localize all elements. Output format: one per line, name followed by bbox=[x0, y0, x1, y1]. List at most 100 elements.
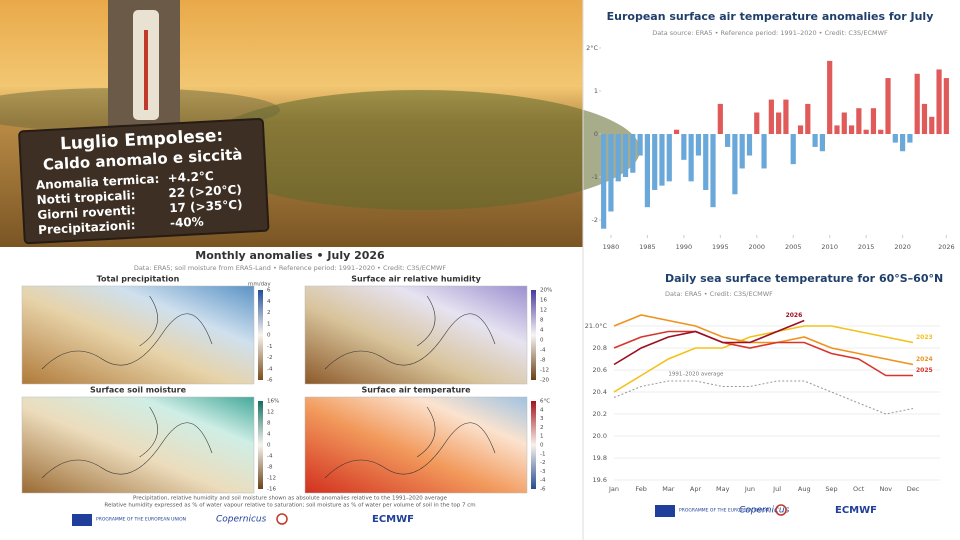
colorbar-label: 12 bbox=[540, 308, 547, 314]
chart-subtitle: Data: ERA5 • Credit: C3S/ECMWF bbox=[665, 290, 773, 298]
sign-label: Notti tropicali: bbox=[36, 188, 135, 207]
sign-value: 17 (>35°C) bbox=[169, 197, 243, 215]
series-label: 2025 bbox=[916, 367, 933, 374]
map bbox=[304, 396, 528, 494]
eu-flag bbox=[655, 505, 675, 517]
eu-flag bbox=[72, 514, 92, 526]
colorbar-label: 6 bbox=[267, 288, 271, 294]
x-tick-label: 2005 bbox=[785, 243, 802, 251]
bar bbox=[630, 134, 636, 173]
series-label: 2024 bbox=[916, 356, 933, 363]
x-tick-label: 2000 bbox=[748, 243, 765, 251]
x-tick-label: Jun bbox=[744, 485, 755, 493]
x-tick-label: Jul bbox=[772, 485, 781, 493]
colorbar-label: -6 bbox=[267, 378, 273, 384]
x-tick-label: 2020 bbox=[894, 243, 911, 251]
x-tick-label: May bbox=[716, 485, 730, 493]
bar bbox=[805, 103, 811, 135]
bar bbox=[637, 134, 643, 156]
bar bbox=[783, 99, 789, 135]
y-tick-label: 0 bbox=[594, 130, 598, 138]
logo-text: ECMWF bbox=[835, 505, 877, 516]
chart-title: Daily sea surface temperature for 60°S–6… bbox=[665, 272, 943, 285]
maps-subtitle: Data: ERA5; soil moisture from ERA5-Land… bbox=[134, 264, 447, 272]
bar bbox=[644, 134, 650, 208]
bar bbox=[943, 78, 949, 135]
colorbar-label: 20% bbox=[540, 288, 552, 294]
logo-text: ECMWF bbox=[372, 514, 414, 525]
bar bbox=[929, 116, 935, 135]
chart-subtitle: Data source: ERA5 • Reference period: 19… bbox=[652, 29, 888, 37]
bar bbox=[863, 129, 869, 135]
logos: PROGRAMME OF THE EUROPEAN UNION Copernicu… bbox=[72, 513, 414, 526]
bar bbox=[936, 69, 942, 135]
series-label: 2023 bbox=[916, 334, 933, 341]
map bbox=[21, 285, 255, 385]
bar bbox=[885, 78, 891, 135]
colorbar-label: -6 bbox=[540, 487, 546, 493]
bar bbox=[703, 134, 709, 190]
x-tick-label: Apr bbox=[690, 485, 702, 493]
bar bbox=[819, 134, 825, 152]
x-tick-label: Oct bbox=[853, 485, 865, 493]
line bbox=[613, 325, 914, 393]
bar bbox=[666, 134, 672, 182]
colorbar-label: 4 bbox=[267, 432, 271, 438]
colorbar-label: 4 bbox=[267, 299, 271, 305]
map-title: Surface soil moisture bbox=[90, 386, 187, 395]
x-tick-label: 2026 bbox=[938, 243, 955, 251]
colorbar-unit: mm/day bbox=[248, 282, 271, 288]
bar bbox=[900, 134, 906, 152]
line bbox=[613, 330, 913, 377]
colorbar-label: 1 bbox=[540, 434, 544, 440]
bar bbox=[921, 103, 928, 135]
y-tick-label: 2°C bbox=[586, 44, 598, 52]
bar bbox=[812, 134, 818, 147]
colorbar-label: -16 bbox=[267, 487, 276, 493]
bar bbox=[615, 134, 621, 182]
x-tick-label: 2015 bbox=[858, 243, 875, 251]
coastline bbox=[324, 406, 496, 479]
sign-rows: Anomalia termica: +4.2°C Notti tropicali: 2… bbox=[35, 169, 243, 237]
logo-text: PROGRAMME OF THE EUROPEAN UNION bbox=[679, 508, 769, 514]
colorbar-label: 2 bbox=[540, 425, 544, 431]
x-tick-label: Nov bbox=[879, 485, 892, 493]
sign-label: Giorni roventi: bbox=[37, 203, 136, 222]
logo-mark bbox=[276, 513, 288, 525]
bar bbox=[739, 134, 745, 169]
bar bbox=[776, 112, 782, 135]
series-label: 1991–2020 average bbox=[668, 372, 724, 378]
y-tick-label: 19.6 bbox=[593, 476, 607, 484]
colorbar-label: -4 bbox=[267, 454, 273, 460]
y-tick-label: 20.6 bbox=[593, 366, 607, 374]
colorbar-label: 2 bbox=[267, 310, 271, 316]
bar bbox=[754, 112, 760, 135]
x-tick-label: Sep bbox=[825, 485, 837, 493]
x-tick-label: Dec bbox=[907, 485, 920, 493]
colorbar bbox=[531, 290, 536, 380]
sign-value: 22 (>20°C) bbox=[168, 182, 242, 200]
y-tick-label: -2 bbox=[592, 216, 598, 224]
bar bbox=[892, 134, 898, 143]
bar bbox=[790, 134, 796, 165]
colorbar-label: -1 bbox=[540, 451, 545, 457]
colorbar bbox=[531, 401, 536, 489]
map bbox=[21, 396, 255, 494]
logo-mark bbox=[775, 504, 787, 516]
bar bbox=[841, 112, 847, 135]
colorbar bbox=[258, 401, 263, 489]
bar bbox=[601, 134, 607, 229]
coastline bbox=[324, 295, 496, 370]
colorbar-label: -20 bbox=[540, 378, 549, 384]
thermometer bbox=[144, 30, 148, 110]
bar bbox=[914, 73, 920, 135]
colorbar-label: 16 bbox=[540, 298, 547, 304]
colorbar-label: 3 bbox=[540, 416, 544, 422]
map bbox=[304, 285, 528, 385]
colorbar-label: -1 bbox=[267, 344, 272, 350]
line bbox=[613, 314, 914, 366]
bar bbox=[878, 129, 884, 135]
series-label: 2026 bbox=[786, 312, 803, 319]
logo-text: Copernicus bbox=[739, 506, 790, 516]
